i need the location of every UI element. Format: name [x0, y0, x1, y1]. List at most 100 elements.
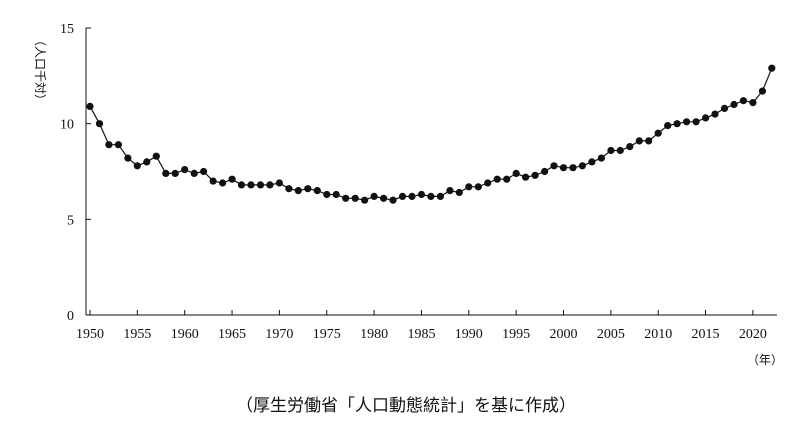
death-rate-line-chart: 0 5 10 15 1950 1955 1960 1965 1970 1975 1980 1985 19…: [33, 22, 783, 367]
data-point: [635, 137, 643, 145]
y-tick-label: 0: [67, 309, 74, 324]
data-point: [588, 158, 596, 166]
data-point: [597, 154, 606, 162]
data-point: [569, 164, 577, 172]
data-point: [512, 169, 520, 177]
x-tick-label: 2010: [644, 327, 672, 342]
data-point: [683, 118, 691, 126]
x-tick-label: 1970: [265, 327, 293, 342]
data-point: [370, 192, 378, 200]
x-tick-label: 1965: [218, 327, 246, 342]
series-death-rate: [86, 64, 776, 204]
x-tick-label: 2015: [692, 327, 720, 342]
data-point: [465, 183, 473, 191]
data-point: [361, 196, 369, 204]
x-tick-label: 1950: [76, 327, 104, 342]
data-point: [200, 167, 208, 176]
x-tick-label: 2000: [550, 327, 578, 342]
data-point: [256, 181, 265, 189]
data-point: [616, 146, 624, 155]
y-axis-unit-label: （人口千対）: [33, 34, 47, 106]
data-point: [626, 143, 634, 151]
axis-ticks: 0 5 10 15 1950 1955 1960 1965 1970 1975 1980 1985 19…: [60, 22, 767, 342]
data-point: [313, 187, 321, 195]
data-point: [720, 104, 729, 112]
x-tick-label: 1990: [455, 327, 483, 342]
y-tick-label: 10: [60, 118, 74, 133]
data-point: [408, 192, 416, 200]
axes: [85, 28, 777, 316]
data-point: [673, 120, 681, 128]
data-point: [389, 196, 397, 204]
x-tick-label: 2005: [597, 327, 625, 342]
data-point: [114, 141, 122, 149]
data-point: [607, 146, 615, 155]
data-point: [664, 122, 672, 130]
data-point: [190, 169, 198, 177]
x-tick-label: 1975: [313, 327, 341, 342]
data-point: [266, 181, 274, 189]
data-point: [380, 194, 388, 202]
data-point: [398, 192, 407, 200]
x-tick-label: 1985: [407, 327, 435, 342]
data-point: [181, 166, 189, 174]
data-point: [541, 167, 549, 176]
data-point: [645, 137, 653, 145]
data-point: [285, 185, 293, 193]
source-caption: （厚生労働省「人口動態統計」を基に作成）: [236, 396, 576, 416]
data-point: [342, 194, 350, 202]
data-point: [247, 181, 255, 189]
data-point: [749, 99, 757, 107]
data-point: [493, 175, 501, 183]
data-point: [294, 187, 302, 195]
data-point: [162, 169, 170, 177]
data-point: [702, 114, 710, 122]
data-point: [171, 169, 179, 177]
data-point: [332, 190, 340, 199]
data-point: [124, 154, 132, 162]
data-point: [417, 190, 426, 199]
data-point: [559, 164, 568, 172]
x-axis-unit-label: （年）: [747, 353, 783, 367]
y-tick-label: 5: [67, 213, 74, 228]
data-point: [105, 141, 113, 149]
data-point: [143, 158, 151, 166]
series-line: [89, 67, 773, 201]
data-point: [503, 175, 511, 183]
data-point: [209, 177, 217, 185]
data-point: [152, 152, 160, 160]
data-point: [522, 173, 530, 181]
data-point: [304, 185, 312, 193]
data-point: [86, 102, 94, 110]
x-tick-label: 1960: [171, 327, 199, 342]
data-point: [758, 87, 767, 95]
data-point: [455, 188, 463, 197]
data-point: [95, 120, 104, 128]
data-point: [228, 175, 236, 183]
data-point: [692, 118, 700, 126]
data-point: [484, 179, 492, 187]
x-tick-label: 1980: [360, 327, 388, 342]
data-point: [578, 162, 587, 170]
x-tick-label: 1955: [123, 327, 151, 342]
data-point: [219, 179, 227, 187]
x-tick-label: 2020: [739, 327, 767, 342]
data-point: [711, 110, 719, 118]
data-point: [730, 100, 738, 109]
y-tick-label: 15: [60, 22, 74, 37]
data-point: [323, 190, 331, 199]
data-point: [275, 179, 283, 187]
data-point: [446, 187, 454, 195]
data-point: [654, 129, 662, 137]
data-point: [237, 181, 246, 189]
data-point: [739, 97, 748, 105]
data-point: [531, 171, 539, 179]
data-point: [436, 192, 444, 200]
data-point: [768, 64, 776, 72]
data-point: [550, 162, 558, 170]
data-point: [474, 183, 482, 191]
data-point: [133, 162, 141, 170]
data-point: [427, 192, 435, 200]
x-tick-label: 1995: [502, 327, 530, 342]
data-point: [351, 194, 359, 202]
